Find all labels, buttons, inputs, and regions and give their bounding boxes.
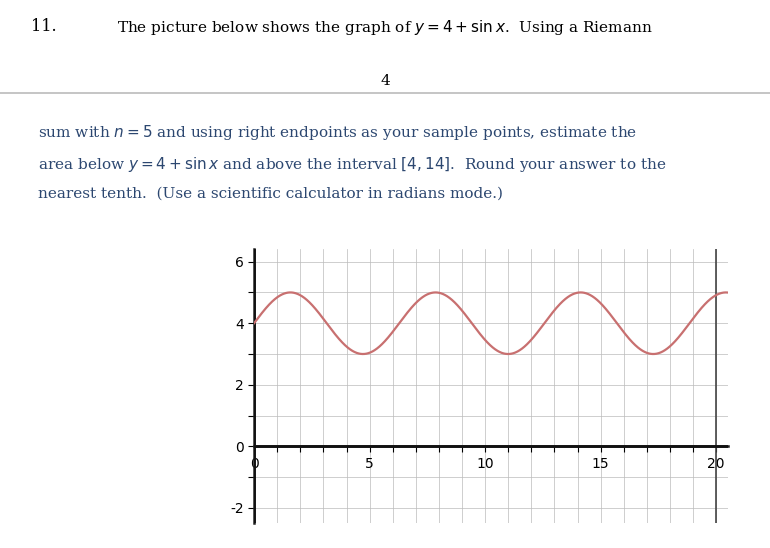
Text: nearest tenth.  (Use a scientific calculator in radians mode.): nearest tenth. (Use a scientific calcula… (38, 187, 504, 201)
Text: area below $y = 4 + \sin x$ and above the interval $[4, 14]$.  Round your answer: area below $y = 4 + \sin x$ and above th… (38, 155, 667, 174)
Text: 4: 4 (380, 74, 390, 88)
Text: The picture below shows the graph of $y = 4 + \sin x$.  Using a Riemann: The picture below shows the graph of $y … (117, 18, 653, 37)
Text: sum with $n = 5$ and using right endpoints as your sample points, estimate the: sum with $n = 5$ and using right endpoin… (38, 123, 638, 142)
Text: 11.: 11. (31, 18, 56, 35)
